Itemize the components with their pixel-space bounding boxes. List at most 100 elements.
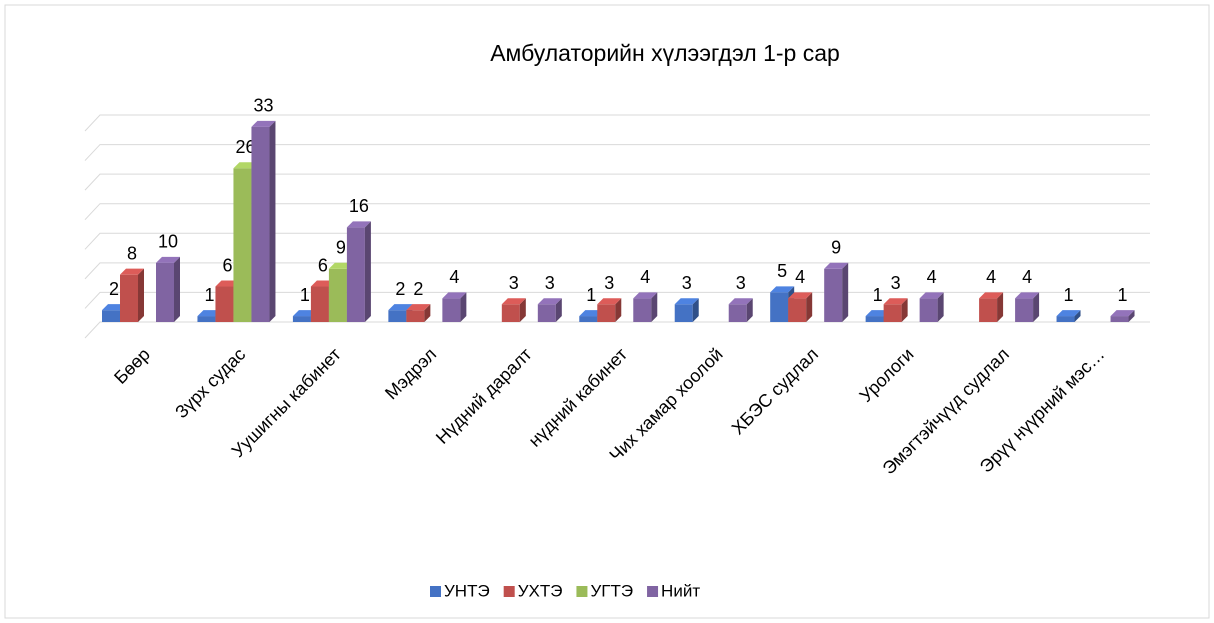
bar xyxy=(633,292,658,322)
bar-front xyxy=(788,298,807,322)
data-label: 6 xyxy=(318,255,328,275)
bar-front xyxy=(406,310,425,322)
bar-side xyxy=(842,262,849,322)
bar-side xyxy=(1128,310,1135,322)
bar xyxy=(597,298,622,322)
bar xyxy=(442,292,467,322)
bar-side xyxy=(364,221,371,322)
bar-front xyxy=(442,298,461,322)
bar-front xyxy=(537,304,556,322)
data-label: 4 xyxy=(927,267,937,287)
data-label: 9 xyxy=(831,238,841,258)
grid-line xyxy=(84,114,1150,132)
data-label: 1 xyxy=(873,285,883,305)
bar-side xyxy=(901,298,908,322)
legend-label: УГТЭ xyxy=(590,581,633,600)
bar xyxy=(406,304,431,322)
bar-top xyxy=(788,292,813,299)
bar xyxy=(674,298,699,322)
data-label: 1 xyxy=(1118,285,1128,305)
bar-front xyxy=(633,298,652,322)
bar-side xyxy=(651,292,658,322)
bar-front xyxy=(1110,316,1129,322)
bar-front xyxy=(197,316,216,322)
grid-line xyxy=(84,173,1150,191)
bar-side xyxy=(555,298,562,322)
bar-top xyxy=(824,262,849,269)
bar-side xyxy=(806,292,813,322)
bar xyxy=(120,268,144,322)
bar xyxy=(883,298,908,322)
data-label: 26 xyxy=(235,137,255,157)
bar xyxy=(501,298,526,322)
chart-title: Амбулаторийн хүлээгдэл 1-р сар xyxy=(490,40,840,66)
bar-side xyxy=(519,298,526,322)
bar-front xyxy=(328,268,347,322)
bar-front xyxy=(251,126,270,322)
data-label: 16 xyxy=(349,196,369,216)
bar xyxy=(728,298,753,322)
bar-front xyxy=(310,286,329,322)
bar xyxy=(788,292,813,322)
bar-top xyxy=(1110,310,1135,317)
bar-front xyxy=(728,304,747,322)
bar-front xyxy=(292,316,311,322)
bar-side xyxy=(269,120,276,322)
bar-front xyxy=(579,316,598,322)
bar-front xyxy=(770,292,789,322)
bar-front xyxy=(501,304,520,322)
legend-swatch xyxy=(503,586,515,597)
bar-front xyxy=(883,304,902,322)
legend-swatch xyxy=(430,586,441,597)
legend-label: Нийт xyxy=(661,581,700,600)
bar xyxy=(919,292,944,322)
bar-side xyxy=(138,268,144,322)
bar xyxy=(251,120,276,322)
bar-top xyxy=(537,298,562,305)
bar-front xyxy=(919,298,938,322)
bar-top xyxy=(442,292,467,299)
bar-top xyxy=(1056,310,1081,317)
legend-label: УХТЭ xyxy=(518,581,563,600)
bar xyxy=(979,292,1004,322)
bar-top xyxy=(597,298,622,305)
bar-top xyxy=(501,298,526,305)
data-label: 1 xyxy=(204,285,214,305)
data-label: 8 xyxy=(127,243,137,263)
data-label: 33 xyxy=(253,96,273,116)
bar-front xyxy=(979,298,998,322)
bar-top xyxy=(406,304,431,311)
data-label: 3 xyxy=(682,273,692,293)
data-label: 2 xyxy=(109,279,119,299)
bar-top xyxy=(388,304,413,311)
bar-front xyxy=(1056,316,1075,322)
bar xyxy=(824,262,849,322)
data-label: 4 xyxy=(986,267,996,287)
bar-side xyxy=(997,292,1004,322)
data-label: 2 xyxy=(395,279,405,299)
bar-front xyxy=(346,227,365,322)
bar-top xyxy=(633,292,658,299)
data-label: 4 xyxy=(1022,267,1032,287)
bar-top xyxy=(251,120,276,127)
bar-front xyxy=(388,310,407,322)
bar-side xyxy=(1033,292,1040,322)
data-label: 3 xyxy=(545,273,555,293)
data-label: 9 xyxy=(336,238,346,258)
bar-top xyxy=(1015,292,1040,299)
bar-front xyxy=(865,316,884,322)
grid-line xyxy=(84,232,1150,250)
data-label: 1 xyxy=(1064,285,1074,305)
bar-front xyxy=(215,286,234,322)
legend-label: УНТЭ xyxy=(444,581,490,600)
bar-side xyxy=(692,298,699,322)
legend-swatch xyxy=(576,586,588,597)
data-label: 3 xyxy=(891,273,901,293)
data-label: 4 xyxy=(640,267,650,287)
grid-line xyxy=(84,203,1150,221)
bar-side xyxy=(937,292,944,322)
bar-side xyxy=(1074,310,1081,322)
bar xyxy=(346,221,371,322)
bar-top xyxy=(674,298,699,305)
